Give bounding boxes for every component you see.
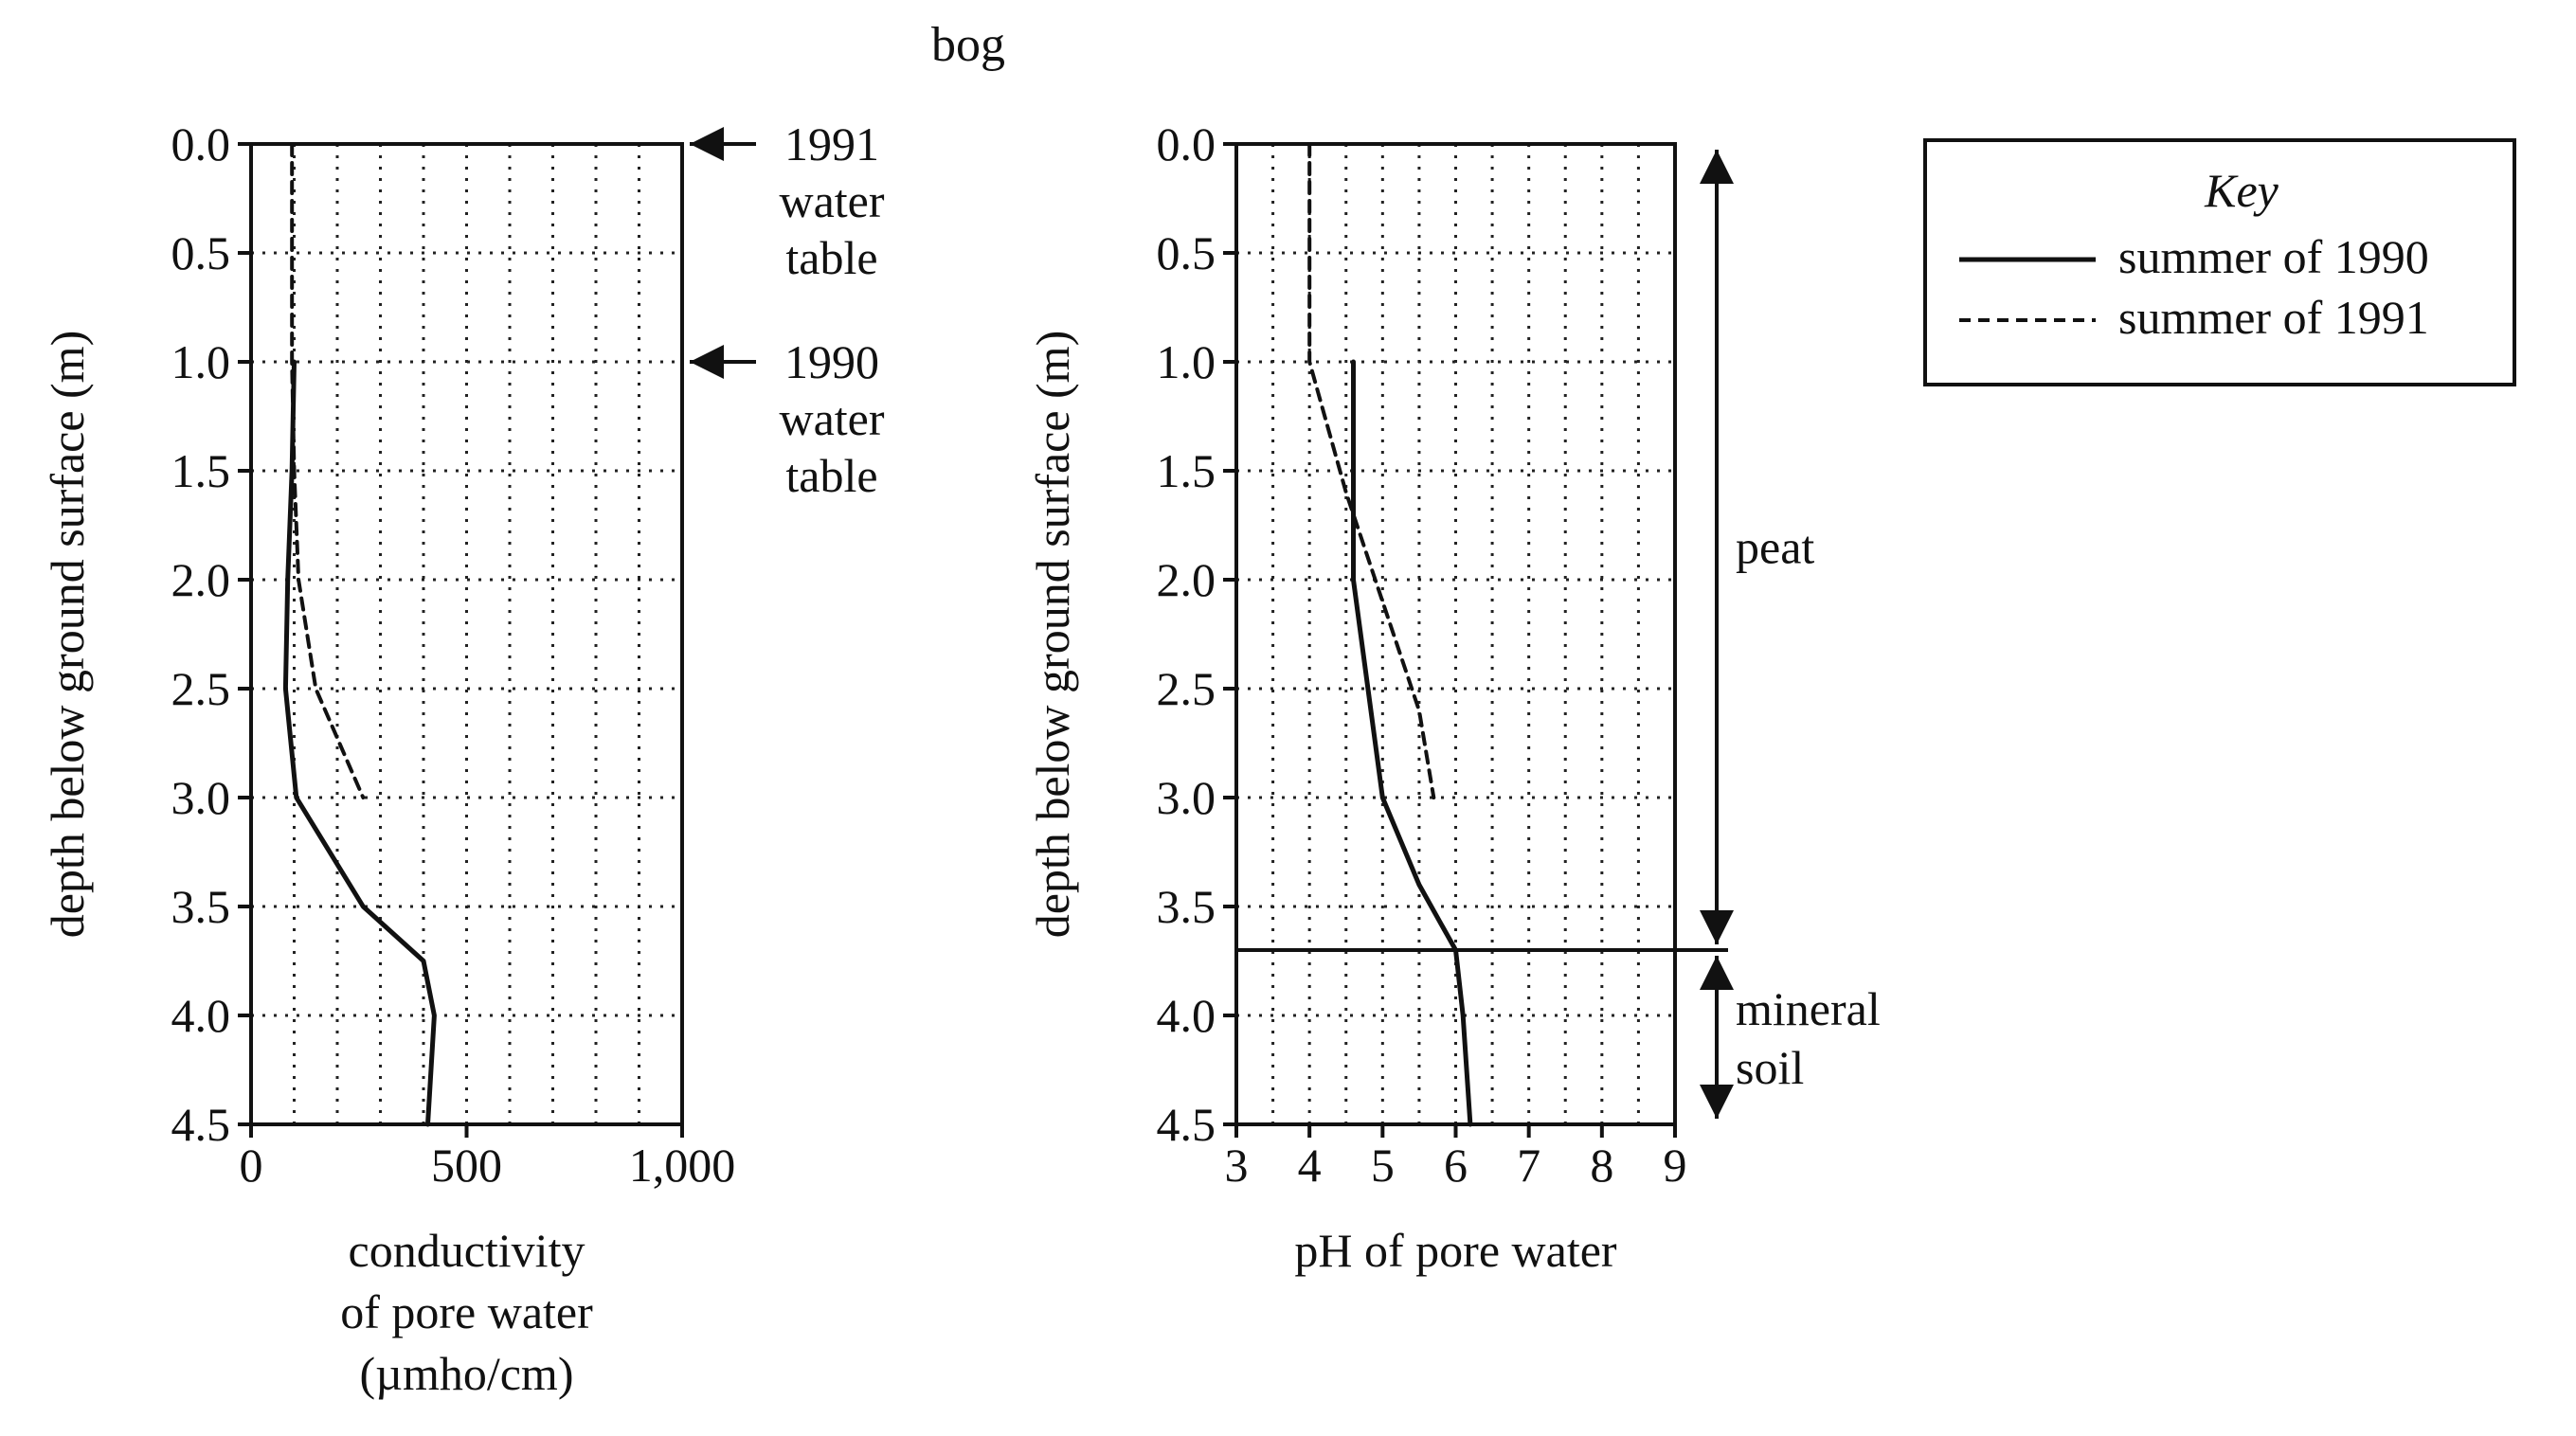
y-axis-label: depth below ground surface (m) bbox=[41, 331, 94, 938]
y-tick-label: 3.5 bbox=[1157, 880, 1216, 933]
x-axis-label: conductivity bbox=[349, 1224, 585, 1277]
water-table-label: table bbox=[785, 449, 877, 502]
x-tick-label: 3 bbox=[1225, 1139, 1249, 1192]
legend-entry-label: summer of 1991 bbox=[2118, 291, 2429, 344]
y-tick-label: 3.5 bbox=[171, 880, 231, 933]
x-axis-label: pH of pore water bbox=[1294, 1224, 1616, 1277]
x-tick-label: 0 bbox=[240, 1139, 263, 1192]
y-tick-label: 0.5 bbox=[1157, 226, 1216, 279]
y-tick-label: 4.5 bbox=[171, 1098, 231, 1151]
y-tick-label: 1.5 bbox=[171, 444, 231, 497]
legend-entry-label: summer of 1990 bbox=[2118, 230, 2429, 283]
figure-title: bog bbox=[931, 18, 1005, 72]
y-tick-label: 2.0 bbox=[171, 553, 231, 606]
series-line-1990 bbox=[1351, 359, 1473, 1127]
y-tick-label: 0.5 bbox=[171, 226, 231, 279]
y-tick-label: 3.0 bbox=[1157, 771, 1216, 824]
y-tick-label: 3.0 bbox=[171, 771, 231, 824]
y-tick-label: 1.5 bbox=[1157, 444, 1216, 497]
y-tick-label: 4.5 bbox=[1157, 1098, 1216, 1151]
y-axis-label: depth below ground surface (m) bbox=[1026, 331, 1079, 938]
water-table-label: 1990 bbox=[784, 335, 879, 388]
water-table-label: table bbox=[785, 231, 877, 284]
y-tick-label: 0.0 bbox=[1157, 117, 1216, 171]
y-tick-label: 2.5 bbox=[1157, 662, 1216, 715]
y-tick-label: 1.0 bbox=[1157, 335, 1216, 388]
legend-box bbox=[1923, 138, 2516, 386]
x-tick-label: 1,000 bbox=[629, 1139, 736, 1192]
y-tick-label: 0.0 bbox=[171, 117, 231, 171]
x-tick-label: 6 bbox=[1444, 1139, 1468, 1192]
water-table-label: water bbox=[779, 392, 884, 445]
layer-label: peat bbox=[1736, 521, 1814, 574]
x-tick-label: 500 bbox=[431, 1139, 502, 1192]
x-tick-label: 9 bbox=[1664, 1139, 1687, 1192]
layer-label: mineral bbox=[1736, 982, 1881, 1035]
legend-title: Key bbox=[2204, 164, 2279, 217]
series-line-1991 bbox=[1307, 142, 1436, 799]
x-tick-label: 8 bbox=[1590, 1139, 1613, 1192]
x-axis-label: of pore water bbox=[340, 1285, 593, 1338]
water-table-label: 1991 bbox=[784, 117, 879, 171]
y-tick-label: 2.5 bbox=[171, 662, 231, 715]
layer-label: soil bbox=[1736, 1041, 1804, 1094]
water-table-label: water bbox=[779, 174, 884, 227]
y-tick-label: 1.0 bbox=[171, 335, 231, 388]
y-tick-label: 4.0 bbox=[171, 989, 231, 1042]
series-line-1991 bbox=[290, 142, 366, 799]
x-tick-label: 7 bbox=[1517, 1139, 1540, 1192]
y-tick-label: 4.0 bbox=[1157, 989, 1216, 1042]
ph-chart: 0.0 0.5 1.0 1.5 2.0 2.5 3.0 3.5 4.0 4.53 4 5 6 7 8 9 dep… bbox=[1026, 117, 1881, 1277]
legend: Key summer of 1990 summer of 1991 bbox=[1923, 138, 2516, 386]
y-tick-label: 2.0 bbox=[1157, 553, 1216, 606]
series-line-1990 bbox=[282, 359, 437, 1127]
x-axis-label: (µmho/cm) bbox=[360, 1347, 574, 1400]
conductivity-chart: 0.0 0.5 1.0 1.5 2.0 2.5 3.0 3.5 4.0 4.50 500 1,000 d… bbox=[41, 117, 885, 1400]
x-tick-label: 4 bbox=[1298, 1139, 1322, 1192]
x-tick-label: 5 bbox=[1371, 1139, 1395, 1192]
